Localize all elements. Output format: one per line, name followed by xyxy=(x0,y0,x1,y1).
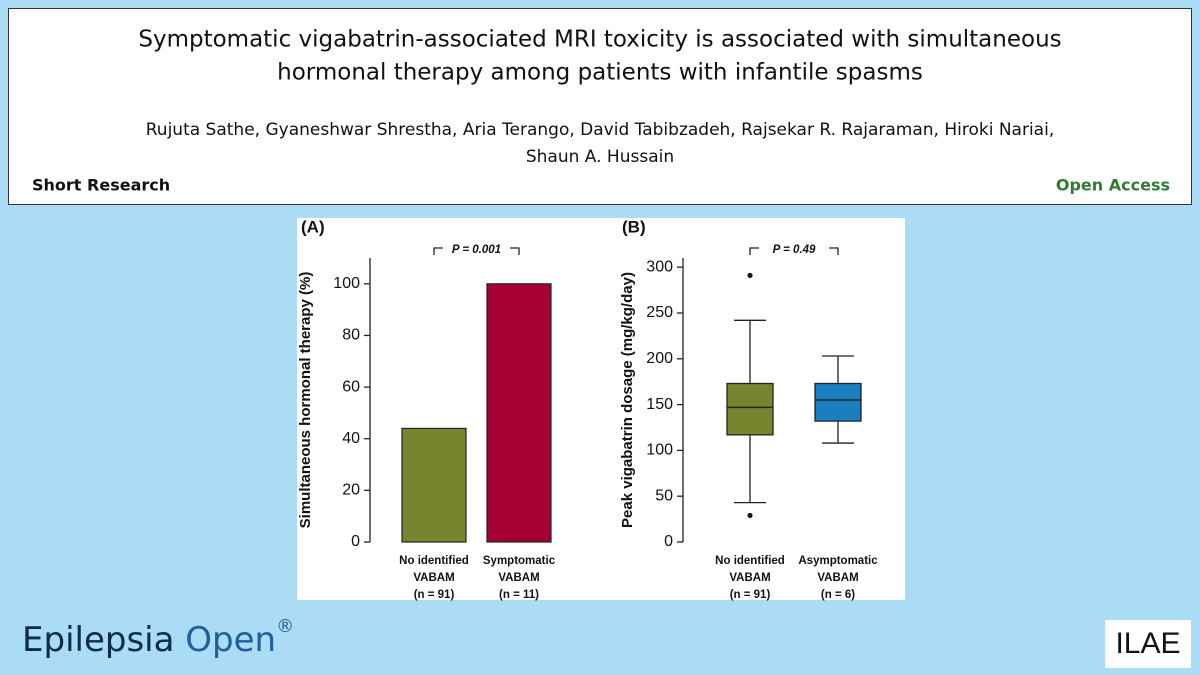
x-tick-label: No identified xyxy=(715,555,785,567)
outlier xyxy=(747,272,753,279)
title-line: hormonal therapy among patients with inf… xyxy=(277,60,923,86)
bracket xyxy=(433,247,443,255)
y-tick-label: 300 xyxy=(646,258,673,275)
outlier xyxy=(747,512,753,519)
x-tick-label: VABAM xyxy=(817,572,858,584)
y-tick-label: 20 xyxy=(342,482,360,499)
journal-word: Epilepsia xyxy=(22,620,174,660)
y-tick-label: 150 xyxy=(646,396,673,413)
logo: ILAE xyxy=(1115,627,1180,660)
y-tick-label: 0 xyxy=(664,533,673,550)
authors-line: Shaun A. Hussain xyxy=(526,147,674,167)
header-box xyxy=(8,8,1192,205)
y-tick-label: 60 xyxy=(342,378,360,395)
journal-name: Epilepsia Open® xyxy=(22,616,294,660)
x-tick-label: VABAM xyxy=(729,572,770,584)
x-tick-label: VABAM xyxy=(498,572,539,584)
y-tick-label: 50 xyxy=(655,487,673,504)
bracket xyxy=(510,247,520,255)
x-tick-label: (n = 6) xyxy=(821,589,855,601)
y-tick-label: 250 xyxy=(646,304,673,321)
y-tick-label: 100 xyxy=(646,442,673,459)
x-tick-label: Symptomatic xyxy=(483,555,556,567)
y-axis-label: Peak vigabatrin dosage (mg/kg/day) xyxy=(619,272,636,528)
x-tick-label: (n = 91) xyxy=(414,589,455,601)
bar xyxy=(401,427,467,543)
title-line: Symptomatic vigabatrin-associated MRI to… xyxy=(138,27,1061,53)
y-tick-label: 200 xyxy=(646,350,673,367)
journal-mark: ® xyxy=(276,616,294,637)
y-tick-label: 40 xyxy=(342,430,360,447)
access-label: Open Access xyxy=(1056,176,1170,195)
bracket xyxy=(829,247,839,255)
y-tick-label: 80 xyxy=(342,327,360,344)
y-tick-label: 0 xyxy=(351,533,360,550)
x-tick-label: No identified xyxy=(399,555,469,567)
x-tick-label: Asymptomatic xyxy=(798,555,878,567)
annotation: P = 0.49 xyxy=(773,244,816,256)
article-type: Short Research xyxy=(32,176,170,195)
figure-panel xyxy=(297,218,905,600)
x-tick-label: (n = 11) xyxy=(499,589,539,601)
panel-label: (A) xyxy=(301,217,325,236)
panel-label: (B) xyxy=(622,217,646,236)
y-axis-label: Simultaneous hormonal therapy (%) xyxy=(297,272,314,529)
box xyxy=(726,382,774,436)
bar xyxy=(486,283,552,543)
annotation: P = 0.001 xyxy=(452,244,501,256)
x-tick-label: VABAM xyxy=(413,572,454,584)
logo-box xyxy=(1105,620,1191,668)
bracket xyxy=(749,247,759,255)
authors-line: Rujuta Sathe, Gyaneshwar Shrestha, Aria … xyxy=(146,120,1054,140)
journal-word: Open xyxy=(185,620,276,660)
box xyxy=(814,382,862,422)
x-tick-label: (n = 91) xyxy=(730,589,771,601)
y-tick-label: 100 xyxy=(333,275,360,292)
